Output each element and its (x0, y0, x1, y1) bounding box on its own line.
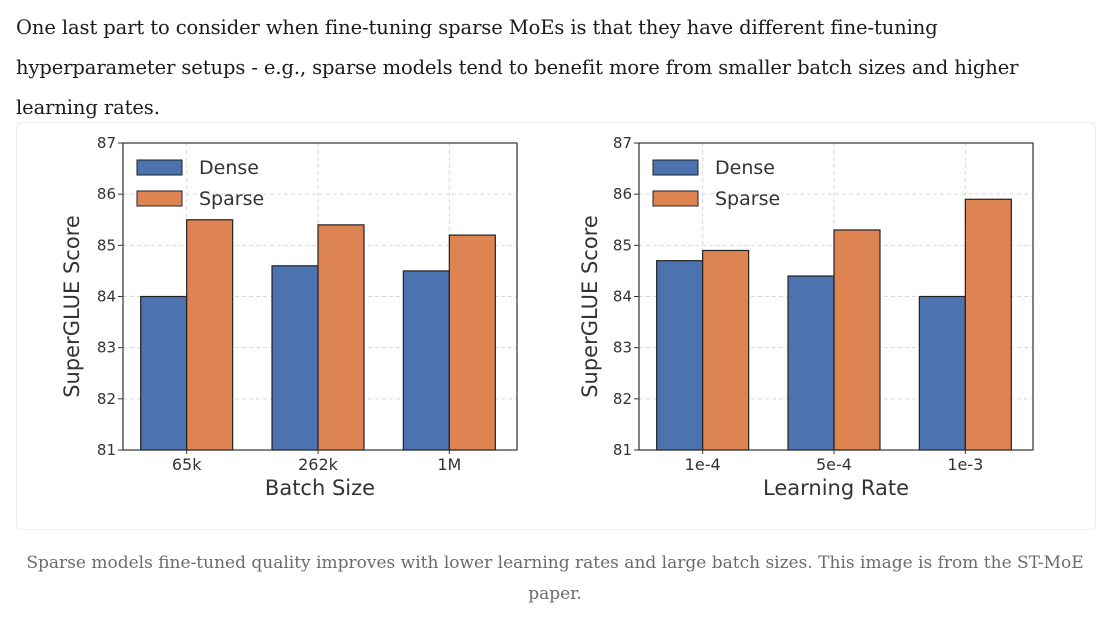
legend-swatch-dense (652, 159, 699, 176)
bar-sparse-1M (448, 234, 496, 451)
legend-swatch-sparse (136, 190, 183, 207)
chart-panel-1: 81 82 83 84 85 86 87 1e-4 5e-4 1e-3 Learning Rate S… (578, 134, 1034, 500)
y-axis-label: SuperGLUE Score (60, 215, 84, 398)
x-tick-label: 5e-4 (816, 455, 852, 474)
bar-dense-1M (402, 270, 450, 451)
bar-dense-5e-4 (787, 275, 835, 451)
bar-dense-262k (271, 265, 319, 451)
bar-dense-1e-4 (656, 260, 704, 451)
legend-label-dense: Dense (715, 157, 775, 179)
bar-dense-65k (140, 295, 188, 451)
y-tick-label: 85 (97, 236, 116, 254)
bar-sparse-5e-4 (833, 229, 881, 451)
chart-figure: 81 82 83 84 85 86 87 65k 262k 1M Batch Size SuperGL… (60, 134, 1034, 500)
chart-panel-0: 81 82 83 84 85 86 87 65k 262k 1M Batch Size SuperGL… (60, 134, 518, 500)
legend-label-sparse: Sparse (199, 188, 264, 210)
y-tick-label: 84 (97, 288, 116, 306)
y-tick-label: 82 (613, 390, 632, 408)
x-axis-label: Learning Rate (763, 476, 909, 500)
y-tick-label: 84 (613, 288, 632, 306)
y-tick-label: 81 (97, 441, 116, 459)
x-axis-label: Batch Size (265, 476, 375, 500)
legend-label-dense: Dense (199, 157, 259, 179)
x-tick-label: 1M (437, 455, 461, 474)
bar-sparse-1e-4 (702, 249, 750, 451)
bar-sparse-262k (317, 224, 365, 451)
y-tick-label: 85 (613, 236, 632, 254)
legend-swatch-dense (136, 159, 183, 176)
y-tick-label: 82 (97, 390, 116, 408)
figure-caption: Sparse models fine-tuned quality improve… (26, 553, 1084, 604)
plot-frame (638, 142, 1034, 451)
x-tick-label: 1e-3 (947, 455, 983, 474)
article-paragraph: One last part to consider when fine-tuni… (16, 16, 1019, 119)
plot-frame (122, 142, 518, 451)
x-tick-label: 262k (298, 455, 339, 474)
bar-dense-1e-3 (918, 295, 966, 451)
y-axis-label: SuperGLUE Score (578, 215, 602, 398)
x-tick-label: 1e-4 (685, 455, 721, 474)
bar-sparse-1e-3 (964, 198, 1012, 451)
legend-swatch-sparse (652, 190, 699, 207)
y-tick-label: 87 (97, 134, 116, 152)
y-tick-label: 83 (97, 339, 116, 357)
y-tick-label: 83 (613, 339, 632, 357)
y-tick-label: 86 (97, 185, 116, 203)
y-tick-label: 87 (613, 134, 632, 152)
legend-label-sparse: Sparse (715, 188, 780, 210)
x-tick-label: 65k (172, 455, 202, 474)
y-tick-label: 81 (613, 441, 632, 459)
bar-sparse-65k (186, 219, 234, 451)
figure-card: 81 82 83 84 85 86 87 65k 262k 1M Batch Size SuperGL… (16, 122, 1096, 530)
y-tick-label: 86 (613, 185, 632, 203)
